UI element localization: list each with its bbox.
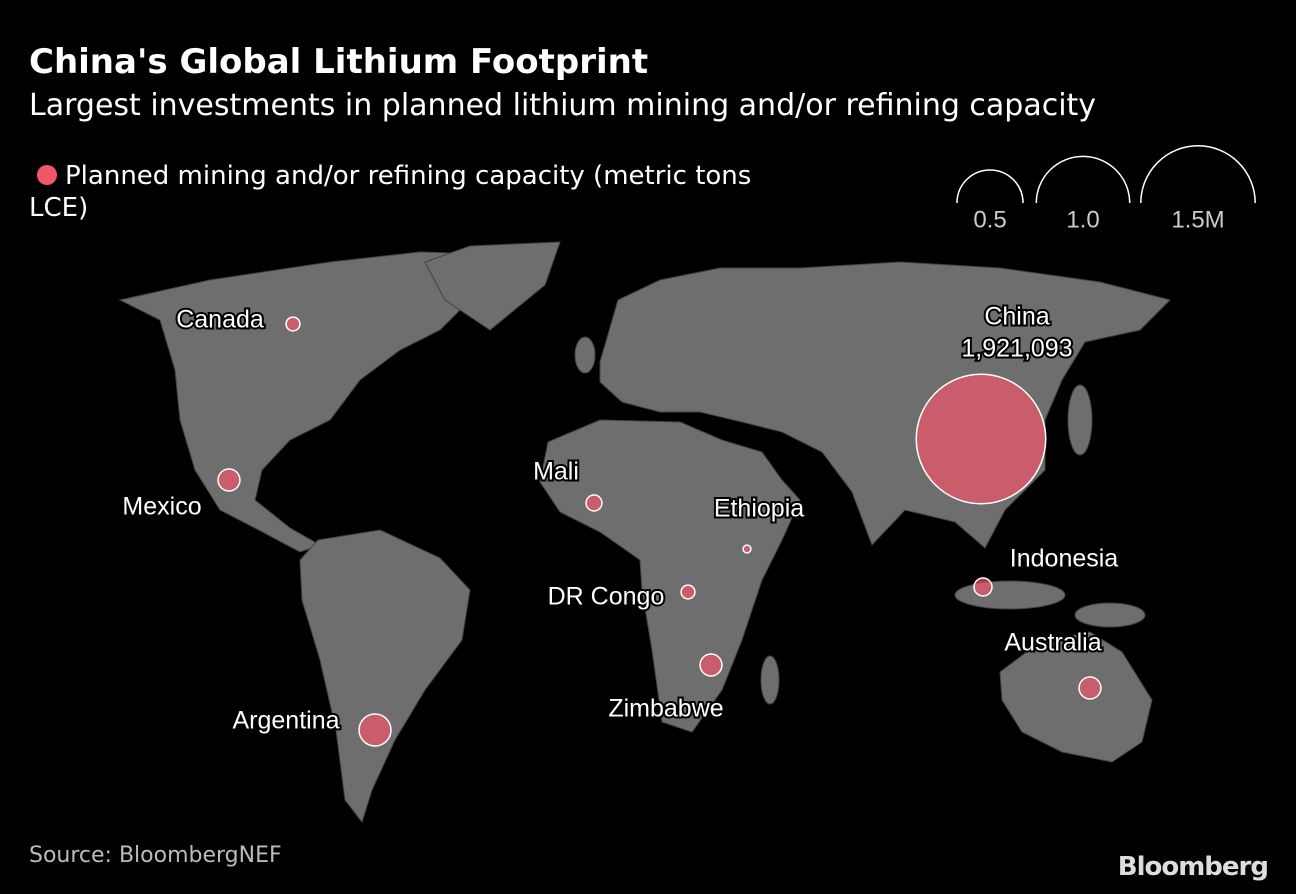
subtitle: Largest investments in planned lithium m… bbox=[29, 88, 1097, 123]
new-guinea bbox=[1074, 602, 1146, 628]
australia bbox=[999, 631, 1153, 763]
bubble-label: Zimbabwe bbox=[608, 695, 723, 723]
bubble bbox=[973, 577, 993, 597]
bubble bbox=[585, 494, 603, 512]
size-legend-arc bbox=[1140, 145, 1256, 204]
bubble bbox=[1078, 676, 1102, 700]
bubble bbox=[285, 316, 301, 332]
bubble-label: Indonesia bbox=[1010, 545, 1119, 573]
size-legend-label: 0.5 bbox=[973, 206, 1006, 233]
bubble-label: Mexico bbox=[122, 493, 201, 521]
size-legend-arc bbox=[1035, 155, 1131, 204]
bubble-label: Argentina bbox=[232, 707, 339, 735]
bubble-label: DR Congo bbox=[548, 583, 665, 611]
bubble-label: China bbox=[984, 303, 1049, 331]
bubble-label: Canada bbox=[176, 306, 264, 334]
bubble bbox=[742, 544, 752, 554]
title: China's Global Lithium Footprint bbox=[29, 42, 649, 82]
bubble bbox=[699, 653, 723, 677]
south-america bbox=[299, 529, 471, 824]
source: Source: BloombergNEF bbox=[29, 843, 282, 868]
bubble-label: Mali bbox=[533, 458, 579, 486]
africa bbox=[539, 419, 801, 733]
uk bbox=[574, 336, 596, 374]
japan bbox=[1067, 384, 1093, 456]
legend: Planned mining and/or refining capacity … bbox=[29, 160, 789, 224]
value-label: 1,921,093 bbox=[961, 335, 1072, 363]
legend-label: Planned mining and/or refining capacity … bbox=[29, 161, 752, 223]
size-legend-label: 1.5M bbox=[1171, 206, 1224, 233]
indonesia bbox=[954, 580, 1066, 610]
greenland bbox=[424, 241, 561, 331]
bubble-label: Ethiopia bbox=[714, 495, 804, 523]
bubble bbox=[217, 468, 241, 492]
brand: Bloomberg bbox=[1117, 852, 1269, 882]
bubble-label: Australia bbox=[1004, 629, 1101, 657]
bubble bbox=[915, 373, 1047, 505]
bubble bbox=[358, 713, 392, 747]
madagascar bbox=[760, 655, 780, 705]
bubble bbox=[680, 584, 696, 600]
size-legend-label: 1.0 bbox=[1066, 206, 1099, 233]
size-legend-arc bbox=[956, 169, 1024, 204]
legend-swatch bbox=[37, 165, 57, 185]
